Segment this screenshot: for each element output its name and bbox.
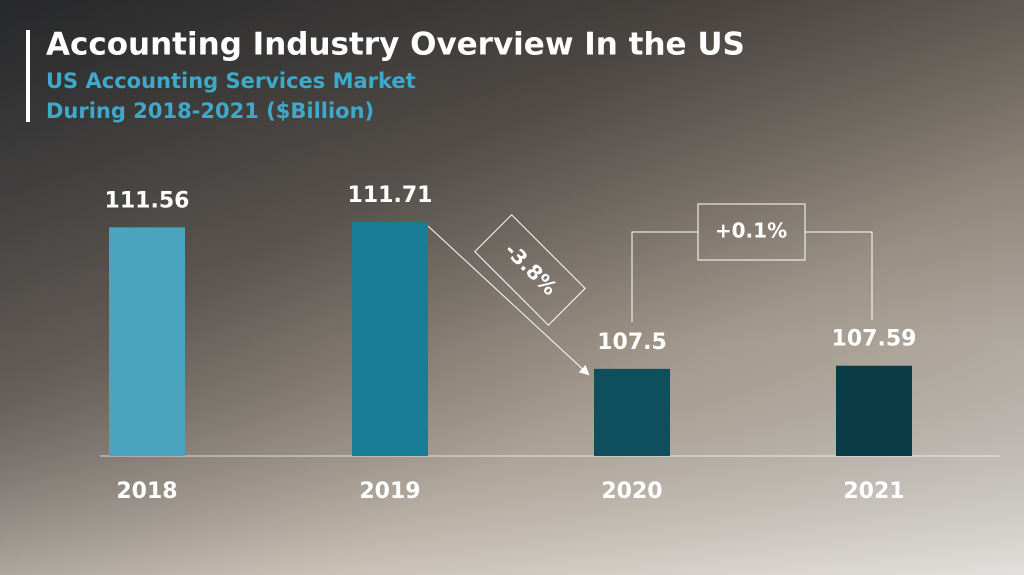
annotation-frame bbox=[474, 214, 586, 326]
bar bbox=[836, 365, 912, 456]
subtitle-box: US Accounting Services Market During 201… bbox=[46, 69, 416, 123]
title-accent bbox=[26, 30, 30, 122]
bar bbox=[594, 368, 670, 456]
bracket bbox=[631, 231, 698, 322]
value-label: 111.71 bbox=[348, 183, 433, 208]
decline-arrow bbox=[427, 225, 590, 376]
annotation-frame bbox=[697, 203, 806, 261]
value-label: 107.59 bbox=[832, 327, 917, 352]
bar bbox=[352, 222, 428, 456]
x-tick-label: 2020 bbox=[601, 479, 662, 504]
value-label: 107.5 bbox=[597, 330, 667, 355]
value-label: 111.56 bbox=[105, 188, 190, 213]
x-tick-label: 2019 bbox=[359, 479, 420, 504]
chart-subtitle: US Accounting Services Market During 201… bbox=[46, 69, 416, 123]
annotation: +0.1% bbox=[715, 219, 787, 243]
bar bbox=[109, 227, 185, 456]
bracket bbox=[805, 231, 873, 320]
chart-title: Accounting Industry Overview In the US bbox=[46, 27, 745, 63]
x-tick-label: 2021 bbox=[843, 479, 904, 504]
x-tick-label: 2018 bbox=[116, 479, 177, 504]
